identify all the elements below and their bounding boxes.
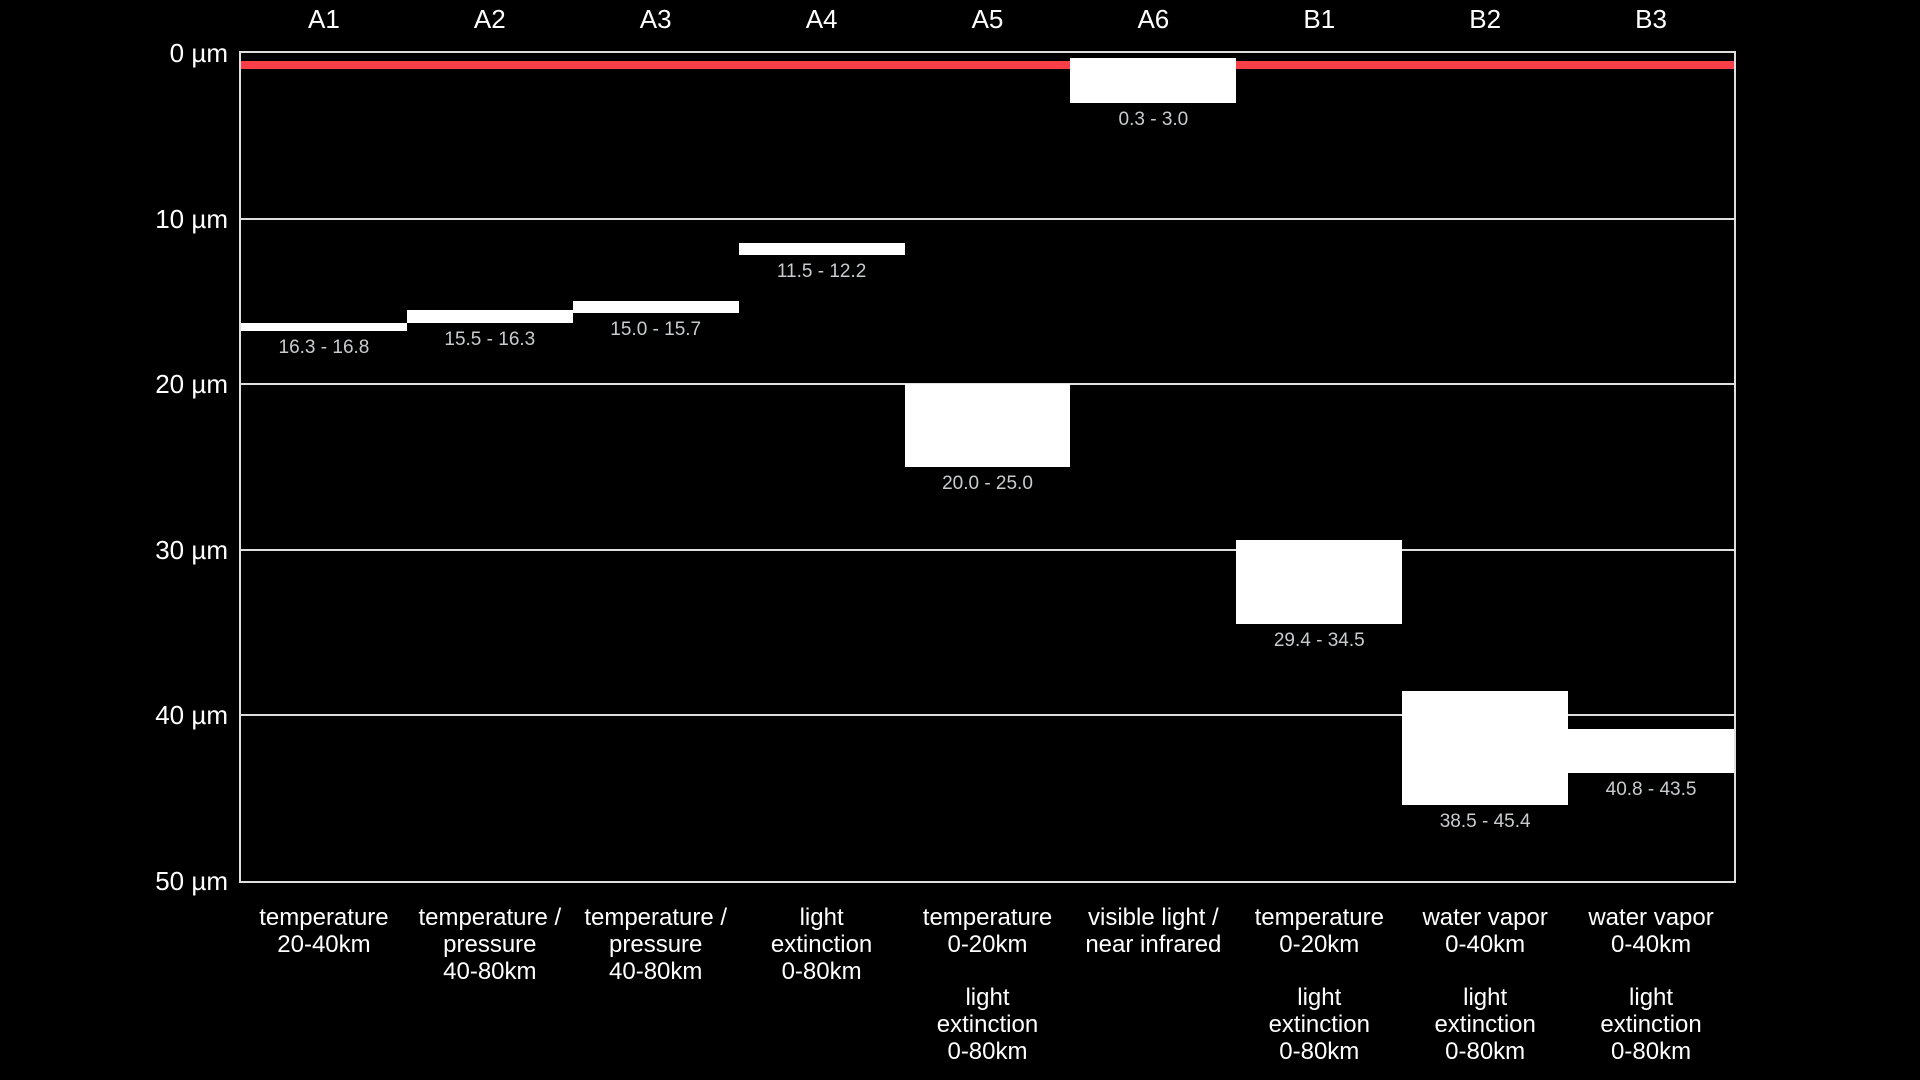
range-label-a5: 20.0 - 25.0 [942, 473, 1033, 494]
description-group-1-a1: temperature 20-40km [259, 904, 389, 958]
channel-description-b3: water vapor 0-40km light extinction 0-80km [1568, 904, 1734, 1074]
description-group-1-a2: temperature / pressure 40-80km [418, 904, 562, 985]
range-label-b3: 40.8 - 43.5 [1605, 779, 1697, 801]
column-header-a2: A2 [473, 4, 506, 34]
wavelength-bar-b1 [1236, 539, 1403, 625]
channel-description-a5: temperature 0-20km light extinction 0-80km [905, 904, 1071, 1074]
description-group-1-b3: water vapor 0-40km [1588, 904, 1714, 958]
column-header-b2: B2 [1469, 4, 1502, 34]
visible-light-reference-line [241, 60, 1734, 69]
y-axis-tick-label: 0 µm [169, 38, 228, 68]
y-axis-tick-label: 30 µm [155, 534, 228, 565]
range-label-a3: 15.0 - 15.7 [610, 318, 702, 340]
plot-area [239, 51, 1736, 883]
channel-description-b1: temperature 0-20km light extinction 0-80km [1236, 904, 1402, 1074]
channel-description-b2: water vapor 0-40km light extinction 0-80km [1402, 904, 1568, 1074]
description-group-1-b2: water vapor 0-40km [1422, 904, 1548, 958]
description-group-2-b1: light extinction 0-80km [1268, 984, 1370, 1065]
wavelength-bar-a5 [904, 384, 1071, 467]
column-header-a1: A1 [308, 4, 340, 34]
wavelength-bar-a1 [241, 322, 407, 332]
gridline-40um [241, 714, 1734, 717]
column-header-a6: A6 [1137, 4, 1170, 34]
range-label-a4: 11.5 - 12.2 [776, 261, 867, 283]
range-label-b1: 29.4 - 34.5 [1273, 630, 1365, 652]
wavelength-bar-a3 [572, 301, 739, 313]
column-header-a3: A3 [639, 4, 672, 34]
description-group-1-a4: light extinction 0-80km [770, 904, 873, 985]
description-group-2-a5: light extinction 0-80km [936, 984, 1039, 1065]
channel-description-a3: temperature / pressure 40-80km [573, 904, 739, 1074]
column-header-b3: B3 [1635, 4, 1667, 34]
column-header-b1: B1 [1303, 4, 1336, 34]
channel-description-a4: light extinction 0-80km [739, 904, 905, 1074]
wavelength-bar-b2 [1402, 690, 1569, 805]
y-axis-tick-label: 10 µm [155, 203, 228, 234]
column-header-a4: A4 [805, 4, 838, 34]
wavelength-bar-a4 [738, 243, 905, 256]
range-label-b2: 38.5 - 45.4 [1439, 810, 1531, 832]
range-label-a2: 15.5 - 16.3 [444, 328, 536, 350]
wavelength-bar-a6 [1070, 57, 1237, 103]
column-header-a5: A5 [971, 4, 1004, 34]
channel-description-a1: temperature 20-40km [241, 904, 407, 1074]
channel-description-a6: visible light / near infrared [1070, 904, 1236, 1074]
y-axis-tick-label: 40 µm [155, 700, 228, 731]
description-group-1-a5: temperature 0-20km [922, 904, 1053, 958]
gridline-10um [241, 217, 1734, 220]
description-group-1-b1: temperature 0-20km [1254, 904, 1384, 958]
wavelength-bar-a2 [406, 309, 573, 323]
description-group-1-a3: temperature / pressure 40-80km [584, 904, 728, 985]
wavelength-bar-b3 [1568, 728, 1734, 774]
description-group-2-b3: light extinction 0-80km [1600, 984, 1702, 1065]
description-group-2-b2: light extinction 0-80km [1434, 984, 1536, 1065]
range-label-a1: 16.3 - 16.8 [278, 337, 370, 359]
channel-description-a2: temperature / pressure 40-80km [407, 904, 573, 1074]
gridline-30um [241, 548, 1734, 551]
y-axis-tick-label: 20 µm [155, 369, 228, 400]
y-axis-tick-label: 50 µm [155, 866, 228, 896]
description-group-1-a6: visible light / near infrared [1085, 904, 1222, 958]
range-label-a6: 0.3 - 3.0 [1118, 108, 1189, 130]
